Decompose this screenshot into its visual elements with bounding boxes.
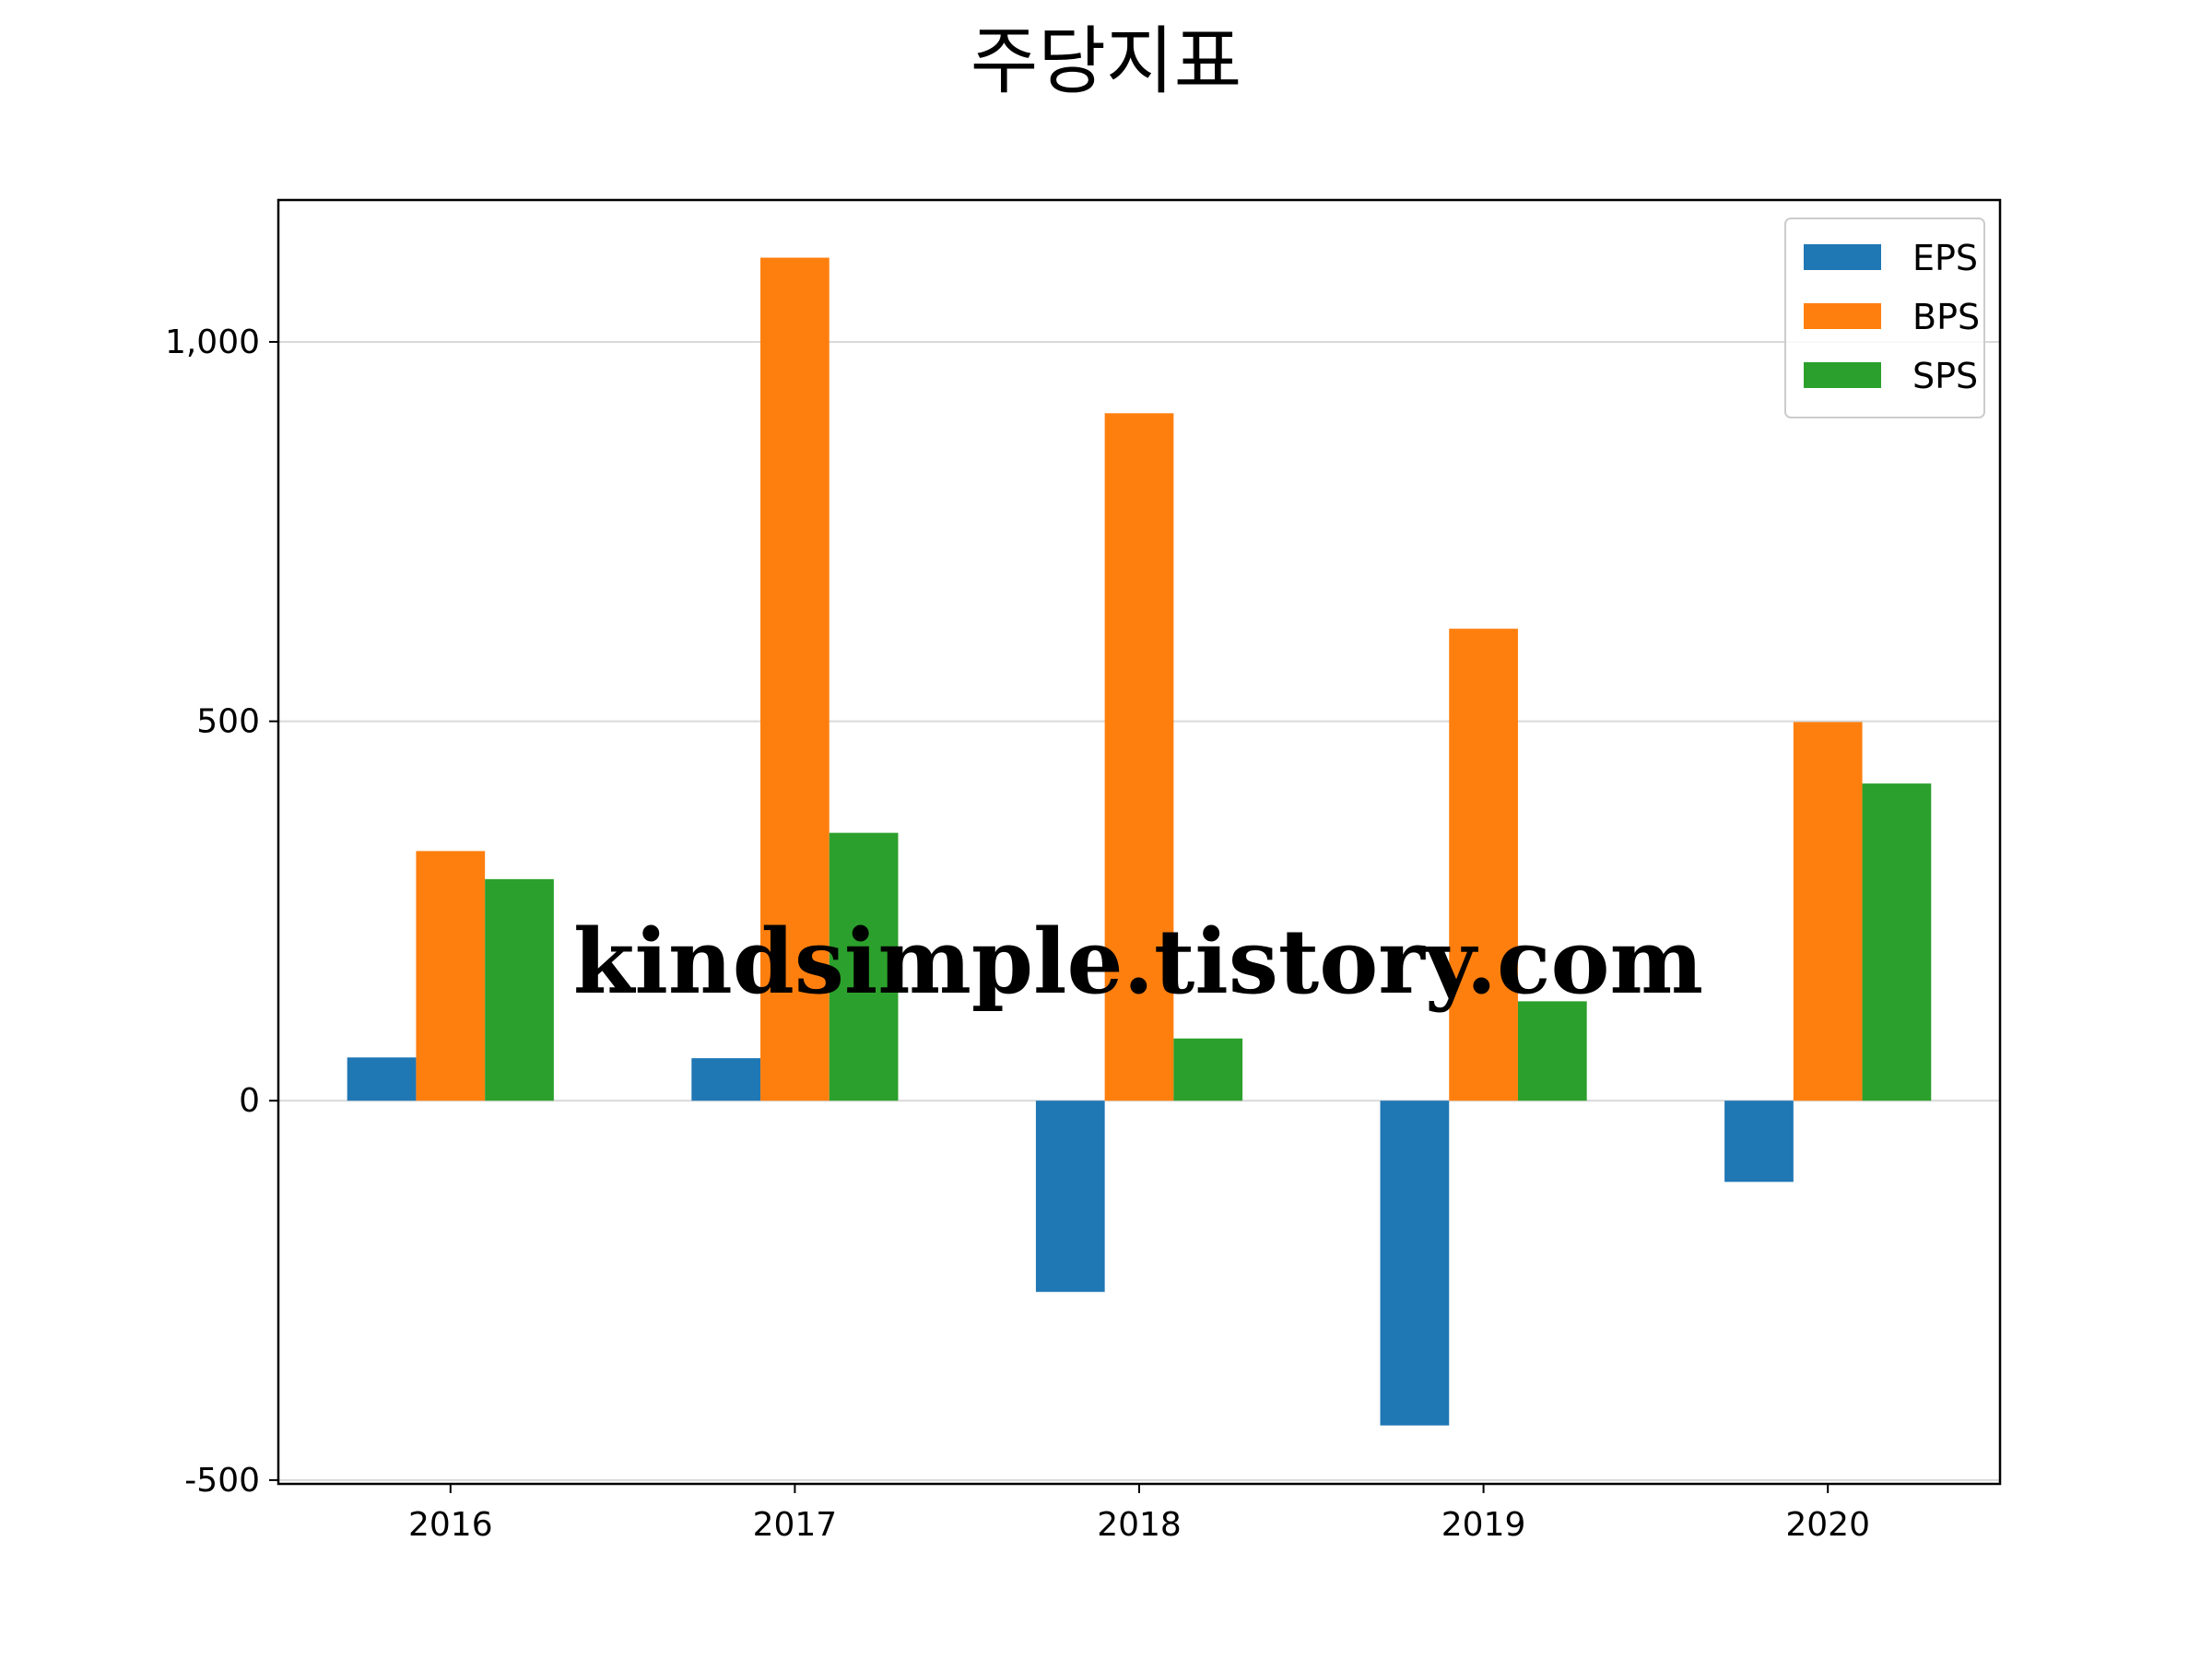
bar-bps-2020 — [1793, 722, 1863, 1101]
axes: -500 0 500 1,000 2016 2017 2018 2019 2020 — [165, 198, 2002, 1544]
bar-bps-2017 — [760, 257, 830, 1101]
legend-label-bps: BPS — [1912, 297, 1980, 337]
y-tick-label: 500 — [196, 703, 260, 741]
x-tick-label: 2016 — [408, 1506, 493, 1544]
bar-sps-2017 — [829, 832, 899, 1101]
bar-eps-2016 — [347, 1057, 417, 1101]
y-tick-label: 0 — [239, 1082, 260, 1120]
y-tick-label: -500 — [184, 1462, 260, 1500]
watermark-text: kindsimple.tistory.com — [573, 910, 1703, 1014]
legend-swatch-sps — [1804, 362, 1881, 388]
x-tick-label: 2018 — [1097, 1506, 1182, 1544]
bar-eps-2019 — [1380, 1100, 1450, 1426]
x-tick-label: 2019 — [1441, 1506, 1526, 1544]
y-tick-label: 1,000 — [165, 324, 260, 361]
bar-sps-2019 — [1517, 1001, 1587, 1101]
bar-eps-2020 — [1724, 1100, 1794, 1182]
bar-bps-2019 — [1449, 629, 1518, 1101]
legend-swatch-eps — [1804, 244, 1881, 270]
bar-eps-2018 — [1035, 1100, 1105, 1292]
x-tick-label: 2017 — [753, 1506, 838, 1544]
legend-label-sps: SPS — [1912, 356, 1978, 396]
legend-label-eps: EPS — [1912, 238, 1978, 278]
bar-sps-2018 — [1173, 1038, 1243, 1101]
bar-sps-2016 — [485, 878, 554, 1101]
bar-sps-2020 — [1862, 783, 1932, 1101]
bar-bps-2016 — [416, 851, 486, 1101]
bar-bps-2018 — [1104, 413, 1174, 1101]
chart-title: 주당지표 — [971, 18, 1241, 104]
bars — [347, 257, 1932, 1426]
x-tick-label: 2020 — [1785, 1506, 1870, 1544]
bar-eps-2017 — [691, 1058, 761, 1101]
legend-swatch-bps — [1804, 303, 1881, 329]
legend: EPS BPS SPS — [1784, 218, 1985, 418]
